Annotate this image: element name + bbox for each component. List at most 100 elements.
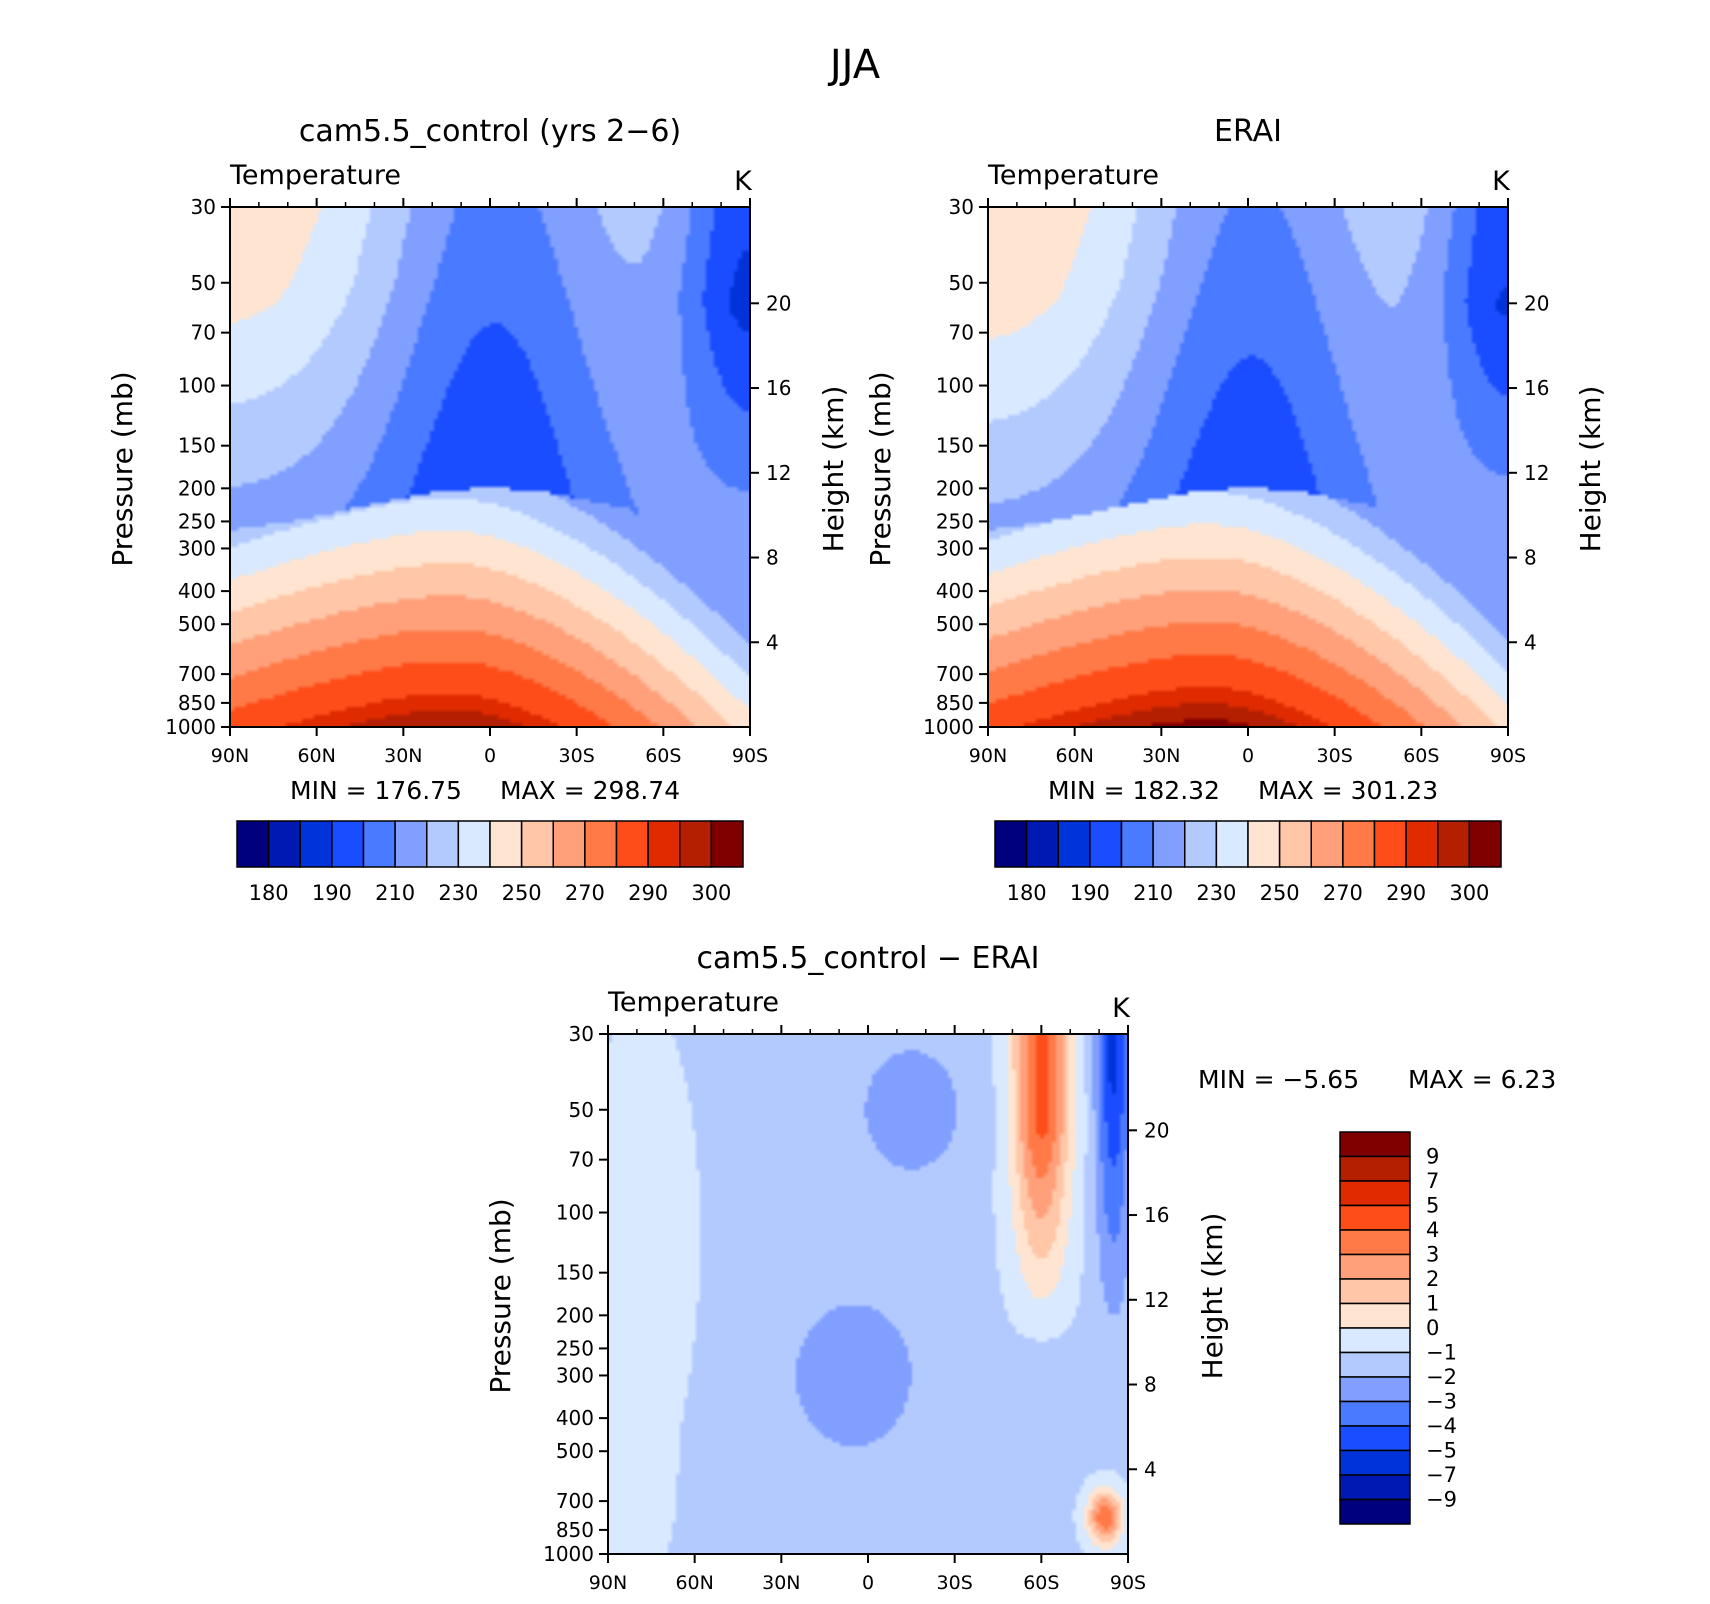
x-tick-label: 60N — [297, 745, 335, 767]
y2-tick-label: 20 — [766, 291, 791, 315]
panel-diff-min-label: MIN = −5.65 — [1198, 1065, 1359, 1094]
colorbar-swatch — [1310, 820, 1344, 868]
colorbar-model: 180 190 210 230 250 270 290 300 — [236, 820, 744, 905]
colorbar-swatch — [1339, 1449, 1411, 1476]
colorbar-swatch — [1025, 820, 1059, 868]
colorbar-label: 180 — [1007, 881, 1047, 905]
y2-tick-label: 8 — [1524, 546, 1537, 570]
colorbar-label: 4 — [1426, 1218, 1439, 1242]
colorbar-swatch — [1089, 820, 1123, 868]
panel-model-subtitle: Temperature — [229, 160, 401, 191]
x-tick-label: 30N — [1142, 745, 1180, 767]
panel-obs-units: K — [1492, 166, 1511, 197]
panel-obs-min-label: MIN = 182.32 — [1048, 776, 1220, 805]
y2-tick-label: 16 — [1144, 1203, 1169, 1227]
colorbar-label: 1 — [1426, 1292, 1439, 1316]
y2-tick-label: 8 — [766, 546, 779, 570]
panel-diff-title: cam5.5_control − ERAI — [697, 941, 1040, 976]
colorbar-swatch — [1339, 1278, 1411, 1305]
colorbar-swatch — [1339, 1155, 1411, 1182]
colorbar-label: 9 — [1426, 1145, 1439, 1169]
x-tick-label: 60N — [1055, 745, 1093, 767]
colorbar-label: 300 — [1449, 881, 1489, 905]
panel-obs-ylabel: Pressure (mb) — [864, 371, 897, 566]
colorbar-swatch — [1339, 1229, 1411, 1256]
colorbar-label: 190 — [1070, 881, 1110, 905]
colorbar-label: −2 — [1426, 1365, 1457, 1389]
y2-tick-label: 16 — [1524, 376, 1549, 400]
figure-title: JJA — [827, 42, 881, 88]
x-tick-label: 90N — [589, 1572, 627, 1594]
colorbar-swatch — [236, 820, 270, 868]
colorbar-label: 250 — [502, 881, 542, 905]
y-tick-label: 500 — [936, 612, 974, 636]
y-tick-label: 150 — [178, 434, 216, 458]
y2-tick-label: 12 — [1144, 1288, 1169, 1312]
colorbar-swatch — [1339, 1131, 1411, 1158]
colorbar-label: 210 — [1133, 881, 1173, 905]
colorbar-swatch — [1215, 820, 1249, 868]
colorbar-label: 0 — [1426, 1316, 1439, 1340]
y-tick-label: 100 — [178, 374, 216, 398]
y-tick-label: 850 — [556, 1518, 594, 1542]
panel-diff-y2label: Height (km) — [1196, 1213, 1229, 1380]
y-tick-label: 400 — [936, 579, 974, 603]
colorbar-swatch — [489, 820, 523, 868]
x-tick-label: 0 — [862, 1572, 874, 1594]
x-tick-label: 90N — [969, 745, 1007, 767]
colorbar-label: −4 — [1426, 1414, 1457, 1438]
y-tick-label: 700 — [556, 1489, 594, 1513]
colorbar-swatch — [552, 820, 586, 868]
colorbar-label: 270 — [1323, 881, 1363, 905]
colorbar-label: 7 — [1426, 1169, 1439, 1193]
y-tick-label: 1000 — [923, 715, 974, 739]
y-tick-label: 200 — [936, 476, 974, 500]
colorbar-swatch — [267, 820, 301, 868]
y-tick-label: 500 — [556, 1439, 594, 1463]
x-tick-label: 60S — [1023, 1572, 1059, 1594]
x-tick-label: 30S — [1317, 745, 1353, 767]
colorbar-swatch — [647, 820, 681, 868]
colorbar-swatch — [615, 820, 649, 868]
heatmap-diff — [608, 1034, 1128, 1554]
colorbar-label: 2 — [1426, 1267, 1439, 1291]
plot-model: 3050701001502002503004005007008501000481… — [165, 195, 791, 767]
y-tick-label: 100 — [936, 374, 974, 398]
y2-tick-label: 4 — [1524, 630, 1537, 654]
y-tick-label: 400 — [556, 1406, 594, 1430]
panel-diff-units: K — [1112, 993, 1131, 1024]
y-tick-label: 300 — [936, 536, 974, 560]
colorbar-swatch — [679, 820, 713, 868]
colorbar-swatch — [299, 820, 333, 868]
y-tick-label: 70 — [191, 321, 216, 345]
colorbar-label: 290 — [1386, 881, 1426, 905]
y2-tick-label: 8 — [1144, 1373, 1157, 1397]
colorbar-label: −3 — [1426, 1390, 1457, 1414]
y-tick-label: 700 — [178, 662, 216, 686]
x-tick-label: 30S — [937, 1572, 973, 1594]
colorbar-swatch — [426, 820, 460, 868]
y-tick-label: 30 — [569, 1022, 594, 1046]
colorbar-swatch — [1339, 1204, 1411, 1231]
colorbar-swatch — [1339, 1327, 1411, 1354]
colorbar-label: 300 — [691, 881, 731, 905]
colorbar-swatch — [331, 820, 365, 868]
x-tick-label: 30S — [559, 745, 595, 767]
x-tick-label: 30N — [384, 745, 422, 767]
panel-diff-subtitle: Temperature — [607, 987, 779, 1018]
y-tick-label: 70 — [569, 1148, 594, 1172]
colorbar-swatch — [1057, 820, 1091, 868]
colorbar-swatch — [1339, 1400, 1411, 1427]
colorbar-swatch — [1339, 1180, 1411, 1207]
colorbar-swatch — [1278, 820, 1312, 868]
colorbar-label: 230 — [438, 881, 478, 905]
x-tick-label: 0 — [484, 745, 496, 767]
colorbar-swatch — [994, 820, 1028, 868]
y-tick-label: 200 — [556, 1303, 594, 1327]
colorbar-swatch — [710, 820, 744, 868]
colorbar-swatch — [394, 820, 428, 868]
colorbar-swatch — [457, 820, 491, 868]
colorbar-label: −5 — [1426, 1439, 1457, 1463]
y-tick-label: 500 — [178, 612, 216, 636]
